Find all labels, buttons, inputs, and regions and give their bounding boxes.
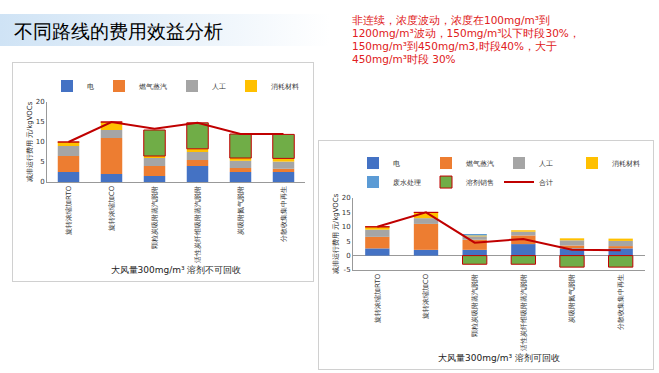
svg-text:5: 5 [346,238,350,246]
svg-text:炭吸附氮气脱附: 炭吸附氮气脱附 [237,186,245,235]
svg-text:5: 5 [40,158,44,166]
svg-text:电: 电 [87,83,94,91]
svg-text:人工: 人工 [212,83,226,91]
svg-text:废水处理: 废水处理 [393,179,421,187]
svg-text:颗粒炭吸附蒸汽脱附: 颗粒炭吸附蒸汽脱附 [151,186,159,249]
svg-text:10: 10 [342,223,351,231]
svg-text:燃气蒸汽: 燃气蒸汽 [466,160,494,168]
svg-text:电: 电 [393,160,400,168]
svg-text:0: 0 [40,178,44,186]
svg-text:活性炭纤维吸附蒸汽脱附: 活性炭纤维吸附蒸汽脱附 [520,274,528,351]
svg-text:大风量300mg/m³ 溶剂不可回收: 大风量300mg/m³ 溶剂不可回收 [111,265,242,275]
svg-text:旋转浓缩加RTO: 旋转浓缩加RTO [65,185,73,235]
svg-text:15: 15 [342,209,351,217]
svg-text:10: 10 [36,138,45,146]
svg-text:颗粒炭吸附蒸汽脱附: 颗粒炭吸附蒸汽脱附 [471,274,479,337]
svg-text:20: 20 [36,98,45,106]
svg-text:燃气蒸汽: 燃气蒸汽 [139,83,167,91]
svg-text:大风量300mg/m³ 溶剂可回收: 大风量300mg/m³ 溶剂可回收 [438,353,560,363]
svg-text:旋转浓缩加CO: 旋转浓缩加CO [108,185,116,231]
svg-text:-5: -5 [344,266,351,274]
html-text:不同路线的费用效益分析: 不同路线的费用效益分析 [14,20,223,42]
svg-text:减排运行费用 元/kgVOCs: 减排运行费用 元/kgVOCs [332,193,340,274]
svg-text:15: 15 [36,118,45,126]
svg-text:合计: 合计 [539,179,553,187]
svg-text:0: 0 [346,252,350,260]
svg-text:旋转浓缩加CO: 旋转浓缩加CO [422,273,430,319]
svg-text:炭吸附氮气脱附: 炭吸附氮气脱附 [568,274,576,323]
svg-text:消耗材料: 消耗材料 [271,83,299,91]
svg-text:分散收集集中再生: 分散收集集中再生 [280,186,288,242]
html-text:非连续，浓度波动，浓度在100mg/m³到1200mg/m³: 非连续，浓度波动，浓度在100mg/m³到1200mg/m³波动，150mg/m… [352,14,580,65]
svg-text:溶剂销售: 溶剂销售 [466,179,494,187]
svg-text:减排运行费用 元/kgVOCs: 减排运行费用 元/kgVOCs [26,101,34,182]
svg-text:人工: 人工 [539,160,553,168]
svg-text:分散收集集中再生: 分散收集集中再生 [617,274,625,330]
svg-text:20: 20 [342,194,351,202]
svg-text:活性炭纤维吸附蒸汽脱附: 活性炭纤维吸附蒸汽脱附 [194,186,202,263]
svg-text:消耗材料: 消耗材料 [612,160,640,168]
svg-text:旋转浓缩加RTO: 旋转浓缩加RTO [374,273,382,323]
